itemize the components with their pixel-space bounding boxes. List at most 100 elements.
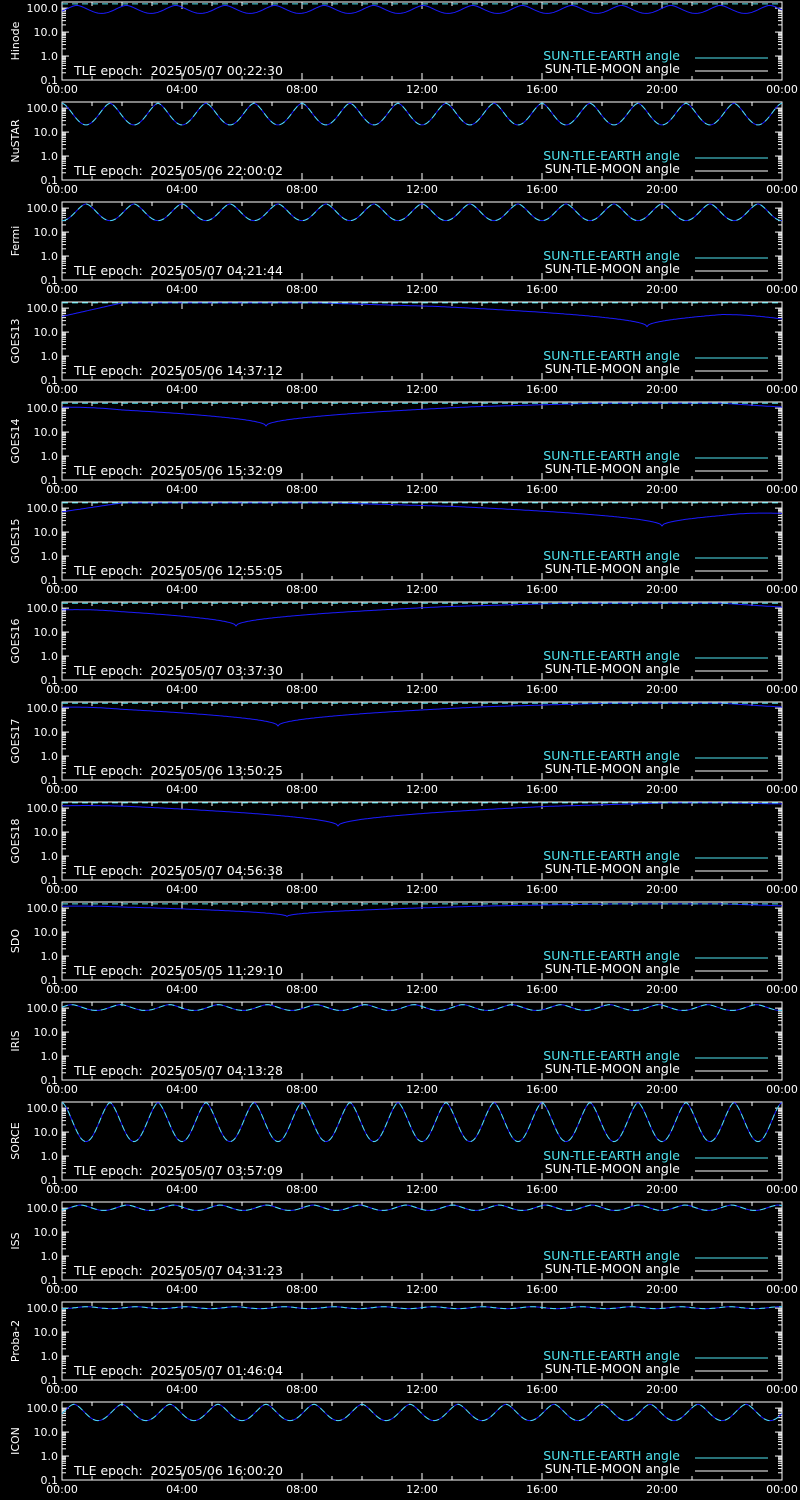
y-tick-label: 10.0: [34, 1026, 59, 1039]
tle-epoch-value: 2025/05/06 12:55:05: [151, 563, 283, 578]
x-tick-label: 00:00: [46, 583, 78, 596]
panel-goes13: 100.010.01.00.100:00 04:00 08:00 12:00 16:00…: [9, 301, 798, 396]
y-tick-label: 10.0: [34, 826, 59, 839]
tle-epoch: TLE epoch: 2025/05/06 12:55:05: [73, 563, 283, 578]
x-tick-label: 12:00: [406, 883, 438, 896]
tle-epoch-prefix: TLE epoch:: [73, 563, 147, 578]
panel-fermi: 100.010.01.00.100:00 04:00 08:00 12:00 16:00…: [9, 201, 798, 296]
satellite-name: Fermi: [9, 226, 22, 257]
sun-tle-earth-curve: [61, 102, 783, 126]
y-tick-label: 100.0: [27, 802, 59, 815]
x-tick-label: 12:00: [406, 683, 438, 696]
y-tick-label: 100.0: [27, 1302, 59, 1315]
y-tick-label: 0.1: [41, 874, 59, 887]
legend-moon-label: SUN-TLE-MOON angle: [545, 861, 681, 876]
satellite-name: GOES15: [9, 518, 22, 563]
x-tick-label: 00:00: [46, 1083, 78, 1096]
x-tick-label: 08:00: [286, 183, 318, 196]
y-tick-label: 0.1: [41, 74, 59, 87]
x-tick-label: 12:00: [406, 283, 438, 296]
x-tick-label: 04:00: [166, 1283, 198, 1296]
tle-epoch: TLE epoch: 2025/05/07 00:22:30: [73, 63, 283, 78]
x-tick-label: 00:00: [766, 1283, 798, 1296]
x-tick-label: 00:00: [46, 83, 78, 96]
x-tick-label: 20:00: [646, 683, 678, 696]
x-tick-label: 08:00: [286, 283, 318, 296]
y-tick-label: 100.0: [27, 1402, 59, 1415]
legend-earth-label: SUN-TLE-EARTH angle: [543, 548, 680, 563]
x-tick-label: 00:00: [46, 1183, 78, 1196]
legend-earth-label: SUN-TLE-EARTH angle: [543, 1348, 680, 1363]
y-tick-label: 0.1: [41, 974, 59, 987]
y-tick-label: 0.1: [41, 1174, 59, 1187]
y-tick-label: 10.0: [34, 326, 59, 339]
x-tick-label: 16:00: [526, 1083, 558, 1096]
tle-epoch-prefix: TLE epoch:: [73, 63, 147, 78]
y-tick-label: 10.0: [34, 1126, 59, 1139]
legend-moon-label: SUN-TLE-MOON angle: [545, 361, 681, 376]
legend-moon-label: SUN-TLE-MOON angle: [545, 1361, 681, 1376]
satellite-name: GOES18: [9, 818, 22, 863]
satellite-name: ISS: [9, 1232, 22, 1249]
x-tick-label: 04:00: [166, 1483, 198, 1496]
tle-epoch-prefix: TLE epoch:: [73, 863, 147, 878]
x-tick-label: 20:00: [646, 1383, 678, 1396]
y-tick-label: 1.0: [41, 350, 59, 363]
satellite-name: IRIS: [9, 1030, 22, 1051]
x-tick-label: 12:00: [406, 1083, 438, 1096]
y-tick-label: 10.0: [34, 126, 59, 139]
y-tick-label: 100.0: [27, 602, 59, 615]
y-tick-label: 10.0: [34, 1426, 59, 1439]
x-tick-label: 00:00: [766, 283, 798, 296]
panel-goes14: 100.010.01.00.100:00 04:00 08:00 12:00 16:00…: [9, 401, 798, 496]
x-tick-label: 00:00: [46, 283, 78, 296]
y-tick-label: 0.1: [41, 374, 59, 387]
x-tick-label: 04:00: [166, 883, 198, 896]
y-tick-label: 100.0: [27, 902, 59, 915]
y-tick-label: 100.0: [27, 702, 59, 715]
legend-moon-label: SUN-TLE-MOON angle: [545, 1261, 681, 1276]
tle-epoch-value: 2025/05/07 04:21:44: [151, 263, 283, 278]
x-tick-label: 00:00: [766, 783, 798, 796]
x-tick-label: 16:00: [526, 283, 558, 296]
tle-epoch-prefix: TLE epoch:: [73, 263, 147, 278]
tle-epoch-prefix: TLE epoch:: [73, 1363, 147, 1378]
y-tick-label: 0.1: [41, 1374, 59, 1387]
legend-earth-label: SUN-TLE-EARTH angle: [543, 848, 680, 863]
x-tick-label: 08:00: [286, 383, 318, 396]
y-tick-label: 0.1: [41, 1474, 59, 1487]
sun-tle-earth-curve: [61, 1004, 782, 1011]
x-tick-label: 00:00: [766, 1483, 798, 1496]
legend-moon-label: SUN-TLE-MOON angle: [545, 461, 681, 476]
sun-tle-earth-curve: [61, 1102, 783, 1143]
x-tick-label: 12:00: [406, 83, 438, 96]
x-tick-label: 08:00: [286, 1283, 318, 1296]
x-tick-label: 20:00: [646, 1083, 678, 1096]
x-tick-label: 00:00: [46, 483, 78, 496]
x-tick-label: 16:00: [526, 1483, 558, 1496]
y-tick-label: 0.1: [41, 474, 59, 487]
x-tick-label: 00:00: [46, 783, 78, 796]
sun-tle-moon-curve: [61, 302, 783, 328]
y-tick-label: 10.0: [34, 726, 59, 739]
tle-epoch-value: 2025/05/06 14:37:12: [151, 363, 283, 378]
x-tick-label: 16:00: [526, 883, 558, 896]
y-tick-label: 100.0: [27, 102, 59, 115]
tle-epoch-value: 2025/05/06 16:00:20: [151, 1463, 283, 1478]
legend-earth-label: SUN-TLE-EARTH angle: [543, 1048, 680, 1063]
x-tick-label: 00:00: [766, 83, 798, 96]
tle-epoch: TLE epoch: 2025/05/07 04:21:44: [73, 263, 283, 278]
y-tick-label: 1.0: [41, 450, 59, 463]
x-tick-label: 08:00: [286, 83, 318, 96]
x-tick-label: 12:00: [406, 583, 438, 596]
tle-epoch: TLE epoch: 2025/05/07 03:57:09: [73, 1163, 283, 1178]
y-tick-label: 1.0: [41, 1450, 59, 1463]
tle-epoch: TLE epoch: 2025/05/06 13:50:25: [73, 763, 283, 778]
panel-hinode: 100.010.01.00.100:00 04:00 08:00 12:00 16:00…: [9, 1, 798, 96]
x-tick-label: 00:00: [46, 683, 78, 696]
y-tick-label: 1.0: [41, 1350, 59, 1363]
tle-epoch-value: 2025/05/06 13:50:25: [151, 763, 283, 778]
legend-moon-label: SUN-TLE-MOON angle: [545, 1161, 681, 1176]
x-tick-label: 08:00: [286, 1383, 318, 1396]
